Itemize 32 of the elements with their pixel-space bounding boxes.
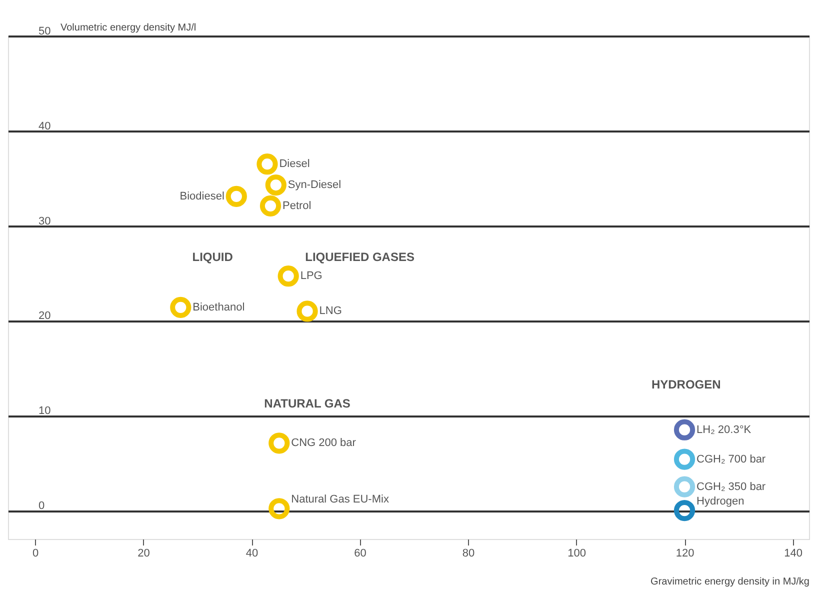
annotation: LIQUEFIED GASES bbox=[305, 250, 414, 264]
series-label: CGH₂ 700 bar bbox=[696, 453, 766, 466]
y-tick-label: 20 bbox=[38, 310, 51, 322]
series-label: Syn-Diesel bbox=[288, 179, 342, 191]
series-label: CNG 200 bar bbox=[291, 437, 356, 450]
series-label: LPG bbox=[300, 270, 322, 282]
series-label: Petrol bbox=[282, 200, 312, 212]
annotation: LIQUID bbox=[192, 250, 234, 264]
x-tick-label: 80 bbox=[462, 548, 475, 560]
x-tick-label: 140 bbox=[784, 548, 802, 560]
series-label: Biodiesel bbox=[180, 190, 224, 202]
x-tick-label: 40 bbox=[246, 548, 258, 560]
series-label: CGH₂ 350 bar bbox=[696, 480, 766, 493]
series-label: Diesel bbox=[279, 158, 310, 170]
x-axis-title: Gravimetric energy density in MJ/kg bbox=[650, 576, 810, 588]
y-tick-label: 10 bbox=[38, 405, 51, 418]
y-tick-label: 40 bbox=[38, 120, 51, 132]
x-tick-label: 120 bbox=[676, 548, 694, 560]
y-tick-label: 0 bbox=[38, 500, 45, 512]
series-label: Bioethanol bbox=[192, 301, 245, 314]
annotation: NATURAL GAS bbox=[264, 396, 350, 410]
series-label: LH₂ 20.3°K bbox=[696, 424, 752, 436]
series-label: Hydrogen bbox=[696, 496, 744, 508]
series-label: Natural Gas EU-Mix bbox=[291, 494, 390, 506]
x-tick-label: 100 bbox=[568, 548, 586, 560]
series-label: LNG bbox=[319, 305, 342, 318]
annotation: HYDROGEN bbox=[651, 377, 721, 392]
y-tick-label: 50 bbox=[38, 26, 51, 38]
y-axis-title: Volumetric energy density MJ/l bbox=[60, 22, 196, 34]
y-tick-label: 30 bbox=[38, 215, 51, 228]
x-tick-label: 60 bbox=[354, 548, 366, 560]
x-tick-label: 20 bbox=[138, 548, 150, 560]
